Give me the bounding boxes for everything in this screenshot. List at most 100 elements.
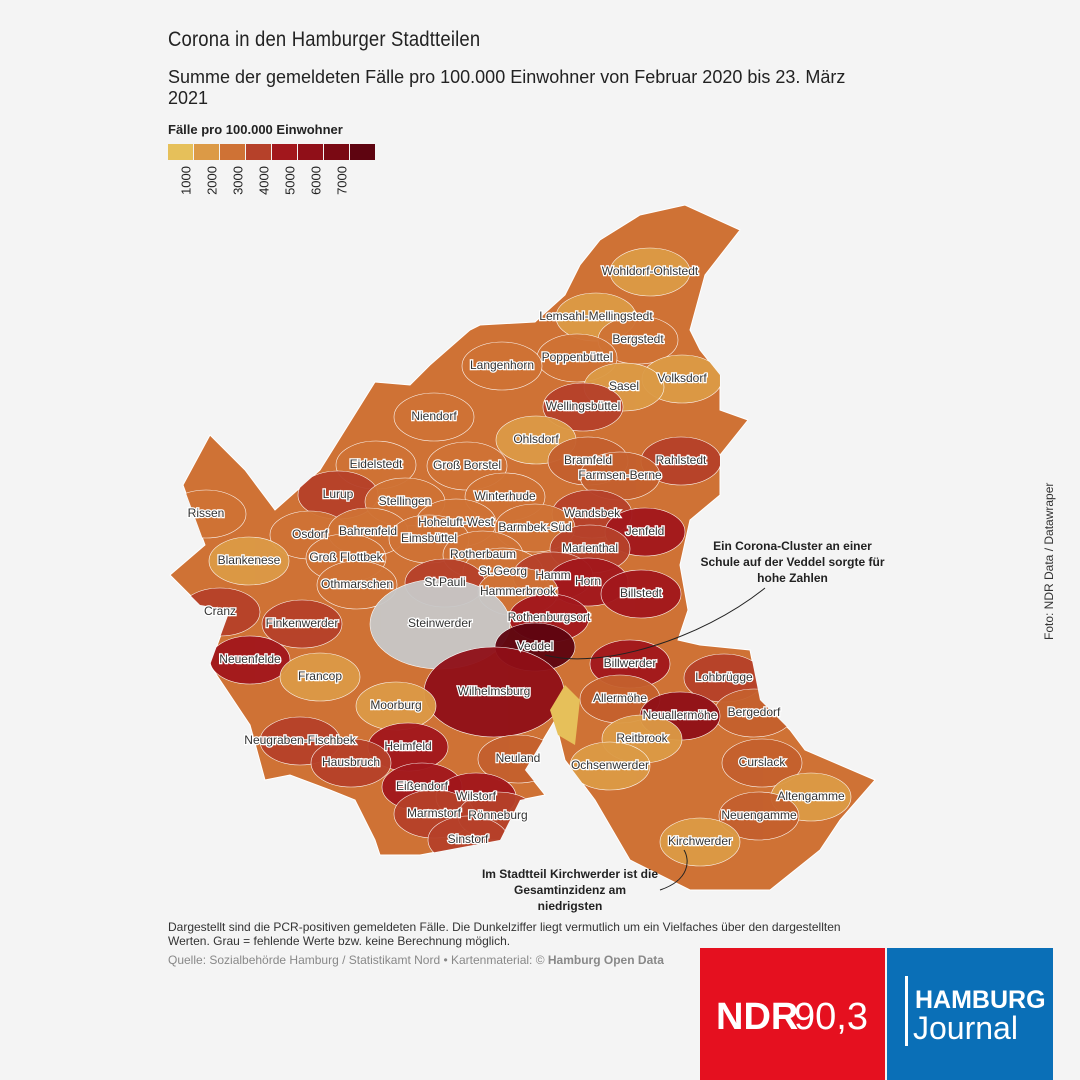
footnote: Dargestellt sind die PCR-positiven gemel…: [168, 920, 841, 948]
annotation-arrow: [659, 849, 688, 891]
subtitle: Summe der gemeldeten Fälle pro 100.000 E…: [168, 67, 846, 108]
district-label: Rotherbaum: [450, 547, 516, 561]
district-label: Farmsen-Berne: [578, 468, 662, 482]
district-label: Volksdorf: [657, 371, 707, 385]
district-area: [393, 392, 475, 442]
district-label: Rönneburg: [468, 808, 527, 822]
district-label: Lohbrügge: [695, 670, 753, 684]
legend-swatch: [168, 144, 193, 160]
district-label: Neuenfelde: [219, 652, 281, 666]
source: Quelle: Sozialbehörde Hamburg / Statisti…: [168, 953, 664, 967]
legend-tick-label: 6000: [308, 166, 323, 195]
district-label: Jenfeld: [626, 524, 665, 538]
district-label: Eimsbüttel: [401, 531, 457, 545]
hj-bottom: Journal: [913, 1010, 1018, 1046]
district-label: Rahlstedt: [656, 453, 707, 467]
district-label: Wellingsbüttel: [546, 399, 620, 413]
district-label: Winterhude: [474, 489, 536, 503]
district-label: Bahrenfeld: [339, 524, 397, 538]
legend-swatch: [246, 144, 271, 160]
district-area: [569, 741, 651, 791]
district-label: Hamm: [535, 568, 570, 582]
district-label: Neuland: [496, 751, 541, 765]
district-label: Eidelstedt: [350, 457, 403, 471]
district-label: Billstedt: [620, 586, 663, 600]
legend-title: Fälle pro 100.000 Einwohner: [168, 122, 343, 137]
district-label: Barmbek-Süd: [498, 520, 571, 534]
legend-swatch: [220, 144, 245, 160]
district-label: Horn: [575, 574, 601, 588]
credit: Foto: NDR Data / Datawraper: [1042, 482, 1056, 640]
annotation: Ein Corona-Cluster an einer Schule auf d…: [700, 539, 885, 585]
district-area: [208, 536, 290, 586]
legend-tick-label: 2000: [204, 166, 219, 195]
district-label: Bergstedt: [612, 332, 664, 346]
district-label: Bramfeld: [564, 453, 612, 467]
district-label: Altengamme: [777, 789, 845, 803]
district-label: Groß Borstel: [433, 458, 501, 472]
district-label: Kirchwerder: [668, 834, 732, 848]
district-label: Niendorf: [411, 409, 457, 423]
district-label: Veddel: [517, 639, 554, 653]
district-label: Cranz: [204, 604, 236, 618]
hamburg-journal-logo: HAMBURG Journal: [887, 948, 1053, 1080]
legend-tick-label: 1000: [178, 166, 193, 195]
district-area: [718, 791, 800, 841]
district-label: Billwerder: [604, 656, 657, 670]
district-label: Lurup: [323, 487, 354, 501]
district-area: [542, 382, 624, 432]
district-area: [261, 599, 343, 649]
annotation-arrow: [544, 587, 766, 660]
district-label: Reitbrook: [616, 731, 668, 745]
legend-tick-label: 7000: [334, 166, 349, 195]
district-label: Groß Flottbek: [309, 550, 383, 564]
district-label: Rissen: [188, 506, 225, 520]
district-label: Lemsahl-Mellingstedt: [539, 309, 653, 323]
district-label: Steinwerder: [408, 616, 472, 630]
district-label: Wilstorf: [456, 789, 497, 803]
district-label: Blankenese: [218, 553, 281, 567]
legend-tick-label: 4000: [256, 166, 271, 195]
district-area: [550, 685, 580, 745]
annotation: Im Stadtteil Kirchwerder ist die Gesamti…: [481, 867, 659, 913]
district-label: Othmarschen: [321, 577, 393, 591]
legend-swatch: [324, 144, 349, 160]
district-label: Heimfeld: [384, 739, 431, 753]
district-label: Neuengamme: [721, 808, 797, 822]
district-label: Finkenwerder: [266, 616, 339, 630]
district-labels: Wohldorf-Ohlstedt Lemsahl-Mellingstedt Ber…: [186, 263, 846, 850]
source-bold: Hamburg Open Data: [547, 953, 664, 967]
district-label: Wohldorf-Ohlstedt: [602, 264, 699, 278]
district-label: Wandsbek: [564, 506, 621, 520]
district-label: Hausbruch: [322, 755, 380, 769]
district-label: Allermöhe: [593, 691, 647, 705]
district-label: St.Pauli: [424, 575, 465, 589]
district-label: Stellingen: [379, 494, 432, 508]
district-label: Curslack: [739, 755, 787, 769]
district-area: [310, 738, 392, 788]
district-label: Rothenburgsort: [508, 610, 591, 624]
district-label: Poppenbüttel: [542, 350, 613, 364]
district-label: Ochsenwerder: [571, 758, 649, 772]
district-area: [279, 652, 361, 702]
district-label: Neugraben-Fischbek: [244, 733, 356, 747]
district-label: Ohlsdorf: [513, 432, 559, 446]
ndr-logo-text: NDR: [716, 996, 799, 1038]
legend-tick-label: 3000: [230, 166, 245, 195]
legend-swatch: [350, 144, 375, 160]
district-area: [659, 817, 741, 867]
district-area: [461, 341, 543, 391]
hj-top: HAMBURG: [915, 986, 1046, 1014]
district-label: Wilhelmsburg: [458, 684, 531, 698]
district-label: Langenhorn: [470, 358, 534, 372]
ndr-logo: NDR 90,3: [700, 948, 885, 1080]
district-label: Sasel: [609, 379, 639, 393]
district-label: Eißendorf: [396, 779, 449, 793]
district-label: Osdorf: [292, 527, 329, 541]
district-area: [600, 569, 682, 619]
district-area: [316, 560, 398, 610]
district-label: Marienthal: [562, 541, 618, 555]
district-label: Moorburg: [370, 698, 421, 712]
